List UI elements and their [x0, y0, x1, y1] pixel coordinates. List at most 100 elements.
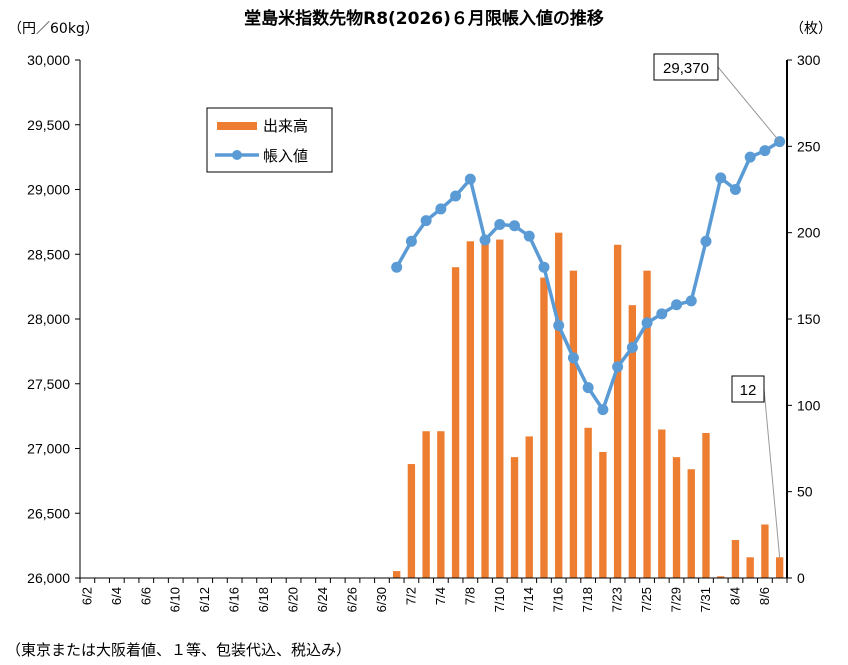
x-tick-label: 6/24	[315, 587, 330, 612]
settlement-point	[597, 404, 609, 416]
callouts: 29,370 12	[653, 53, 781, 558]
left-tick-label: 28,000	[27, 311, 70, 327]
settlement-point	[435, 203, 447, 215]
x-tick-label: 8/6	[757, 587, 772, 605]
left-tick-label: 27,500	[27, 376, 70, 392]
settlement-point	[641, 317, 653, 329]
volume-bar	[525, 436, 533, 578]
right-tick-label: 300	[797, 52, 821, 68]
x-tick-label: 6/2	[79, 587, 94, 605]
x-tick-label: 6/4	[109, 587, 124, 605]
callout-leader	[717, 66, 781, 142]
legend-label-settlement: 帳入値	[263, 147, 308, 165]
volume-bar	[555, 232, 563, 578]
settlement-point	[405, 235, 417, 247]
left-tick-label: 26,000	[27, 570, 70, 586]
x-tick-label: 6/10	[168, 587, 183, 612]
x-tick-label: 7/29	[669, 587, 684, 612]
x-tick-label: 7/23	[610, 587, 625, 612]
settlement-point	[538, 261, 550, 273]
right-tick-label: 250	[797, 138, 821, 154]
volume-bar	[672, 457, 681, 578]
volume-bar	[717, 576, 725, 578]
settlement-point	[391, 261, 403, 273]
callout-label: 29,370	[663, 60, 709, 77]
left-tick-label: 29,500	[27, 117, 70, 133]
x-tick-label: 7/8	[462, 587, 477, 605]
callout-label: 12	[740, 382, 757, 399]
x-tick-label: 7/2	[403, 587, 418, 605]
volume-bar	[437, 431, 445, 578]
legend-line-marker	[232, 150, 242, 160]
volume-bar	[775, 557, 784, 578]
volume-bar	[613, 244, 622, 578]
callout-box	[653, 53, 719, 81]
volume-bar	[731, 540, 740, 578]
volume-bar	[422, 431, 430, 578]
settlement-point	[700, 235, 712, 247]
right-tick-label: 200	[797, 225, 821, 241]
x-tick-label: 6/30	[374, 587, 389, 612]
volume-bar	[407, 464, 416, 578]
legend-label-volume: 出来高	[263, 117, 308, 135]
settlement-point	[626, 341, 638, 353]
x-tick-label: 7/14	[521, 587, 536, 612]
left-axis-unit: （円／60kg）	[8, 21, 99, 37]
x-tick-label: 7/16	[551, 587, 566, 612]
volume-bar	[599, 451, 607, 578]
right-axis-unit: （枚）	[790, 21, 832, 37]
volume-bar	[761, 524, 769, 578]
settlement-point	[523, 230, 535, 242]
volume-bar	[481, 241, 489, 579]
settlement-point	[671, 299, 683, 311]
volume-bars	[392, 232, 784, 579]
right-tick-label: 0	[797, 570, 805, 586]
legend: 出来高 帳入値	[206, 107, 333, 173]
volume-bar	[496, 239, 504, 578]
settlement-point	[729, 184, 741, 195]
settlement-point	[759, 145, 771, 157]
chart-title: 堂島米指数先物R8(2026)６月限帳入値の推移	[244, 8, 604, 29]
volume-bar	[510, 457, 519, 578]
x-tick-label: 6/18	[256, 587, 271, 612]
legend-box	[206, 107, 333, 173]
volume-bar	[451, 267, 460, 578]
settlement-point	[509, 220, 521, 232]
x-tick-label: 7/31	[698, 587, 713, 612]
settlement-point	[715, 172, 727, 184]
volume-bar	[658, 429, 666, 578]
x-tick-label: 6/20	[286, 587, 301, 612]
left-tick-label: 27,000	[27, 441, 70, 457]
x-tick-label: 6/12	[197, 587, 212, 612]
volume-bar	[702, 432, 710, 578]
right-tick-label: 100	[797, 397, 821, 413]
callout-box	[731, 375, 765, 403]
right-tick-label: 50	[797, 484, 813, 500]
x-tick-label: 6/16	[227, 587, 242, 612]
volume-bar	[569, 270, 578, 578]
settlement-point	[553, 319, 565, 331]
x-tick-label: 8/4	[727, 587, 742, 605]
volume-bar	[643, 270, 651, 578]
volume-bar	[687, 469, 695, 578]
settlement-line	[391, 136, 786, 416]
settlement-point	[450, 190, 462, 202]
x-tick-label: 7/25	[639, 587, 654, 612]
settlement-point	[479, 234, 491, 246]
x-tick-label: 6/26	[344, 587, 359, 612]
legend-bar-swatch	[217, 122, 257, 130]
volume-bar	[746, 557, 754, 578]
settlement-point	[744, 151, 756, 163]
x-axis-ticks: 6/2 6/4 6/6 6/10 6/12 6/16 6/18 6/20 6/24 6/26 6/3…	[79, 578, 788, 612]
footnote: （東京または大阪着値、１等、包装代込、税込み）	[6, 641, 351, 659]
left-tick-label: 30,000	[27, 52, 70, 68]
settlement-point	[612, 361, 624, 373]
x-tick-label: 7/18	[580, 587, 595, 612]
settlement-point	[464, 173, 476, 185]
volume-bar	[392, 571, 401, 578]
left-axis-ticks: 26,000 26,500 27,000 27,500 28,000 28,500 29,0…	[27, 52, 80, 586]
volume-bar	[540, 277, 548, 578]
callout-leader	[763, 388, 781, 558]
left-tick-label: 26,500	[27, 505, 70, 521]
